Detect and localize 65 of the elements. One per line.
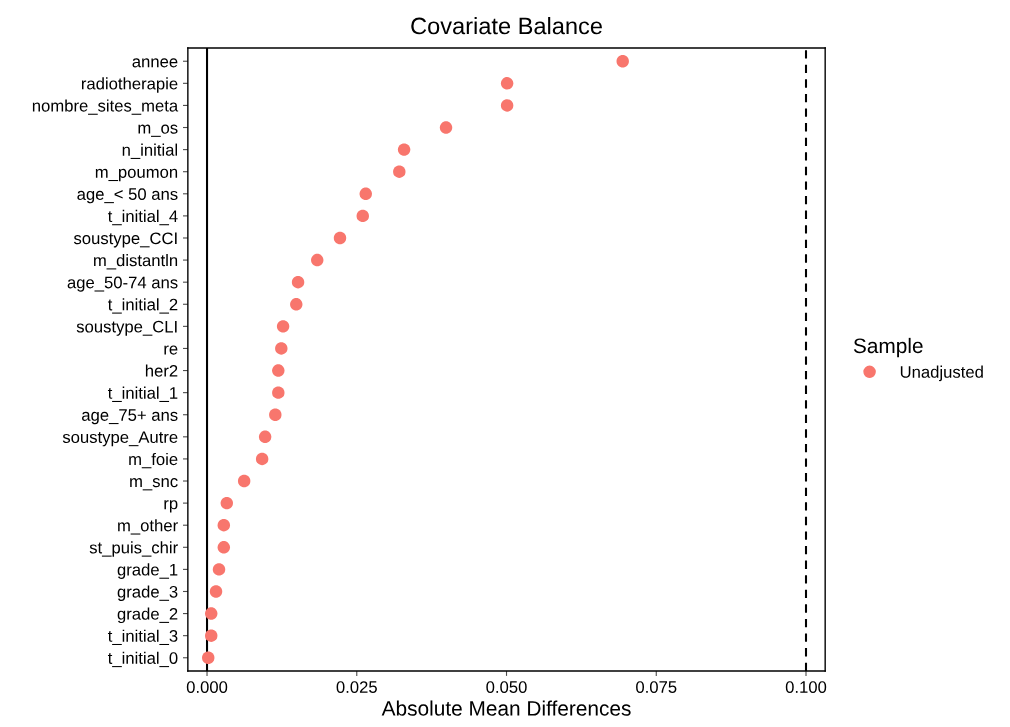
point	[500, 99, 514, 112]
point	[269, 408, 282, 421]
point	[333, 231, 347, 245]
y-tick-label: her2	[145, 364, 178, 377]
y-tick-label: age_< 50 ans	[77, 188, 178, 204]
point	[291, 275, 305, 289]
point	[356, 209, 369, 223]
point	[205, 607, 218, 620]
point	[290, 298, 303, 311]
y-tick-label: soustype_Autre	[62, 431, 178, 447]
y-tick-label: nombre_sites_meta	[32, 99, 179, 115]
y-tick-label: t_initial_2	[107, 298, 178, 314]
point	[220, 496, 233, 510]
y-tick-label: m_distantln	[94, 254, 178, 270]
y-tick-label: age_50-74 ans	[67, 276, 178, 292]
y-tick-label: grade_1	[117, 563, 178, 579]
legend-label: Unadjusted	[900, 365, 983, 382]
chart-title: Covariate Balance	[411, 16, 602, 35]
y-tick-label: t_initial_4	[107, 209, 178, 226]
y-tick-label: grade_2	[117, 607, 178, 624]
legend-title: Sample	[853, 337, 923, 358]
point	[237, 474, 251, 488]
point	[272, 364, 285, 377]
y-tick-label: soustype_CCI	[73, 232, 177, 248]
y-tick-label: t_initial_0	[107, 651, 178, 668]
point	[212, 563, 226, 576]
y-tick-label: rp	[164, 500, 178, 513]
point	[439, 121, 453, 134]
point	[397, 143, 411, 156]
point	[311, 253, 324, 267]
point	[205, 629, 218, 642]
y-tick-label: m_foie	[129, 452, 178, 469]
point	[500, 77, 514, 90]
point	[616, 55, 629, 68]
x-tick-label: 0.100	[785, 681, 827, 693]
point	[276, 320, 290, 333]
y-tick-label: m_other	[118, 519, 178, 535]
x-axis-title: Absolute Mean Differences	[381, 700, 631, 716]
x-tick-label: 0.000	[186, 681, 228, 693]
y-tick-label: t_initial_3	[107, 629, 178, 646]
point	[275, 342, 288, 355]
y-tick-label: st_puis_chir	[89, 541, 178, 557]
point	[258, 430, 272, 444]
point	[255, 452, 269, 466]
y-tick-label: radiotherapie	[81, 77, 178, 93]
y-tick-label: age_75+ ans	[82, 409, 178, 425]
point	[359, 187, 372, 201]
y-tick-label: grade_3	[117, 585, 178, 601]
y-tick-label: m_snc	[130, 478, 178, 491]
point	[202, 651, 215, 664]
x-tick-label: 0.075	[636, 681, 677, 693]
x-tick-label: 0.050	[486, 681, 527, 693]
point	[272, 386, 285, 399]
y-tick-label: annee	[132, 58, 178, 68]
point	[217, 541, 231, 554]
y-tick-label: re	[164, 345, 178, 355]
x-tick-label: 0.025	[336, 681, 377, 693]
point	[209, 585, 223, 598]
y-tick-label: m_os	[138, 124, 178, 137]
y-tick-label: m_poumon	[95, 168, 178, 182]
y-tick-label: t_initial_1	[107, 386, 178, 402]
point	[393, 165, 406, 178]
y-tick-label: soustype_CLI	[76, 320, 177, 336]
point	[217, 518, 231, 532]
y-tick-label: n_initial	[122, 143, 178, 159]
